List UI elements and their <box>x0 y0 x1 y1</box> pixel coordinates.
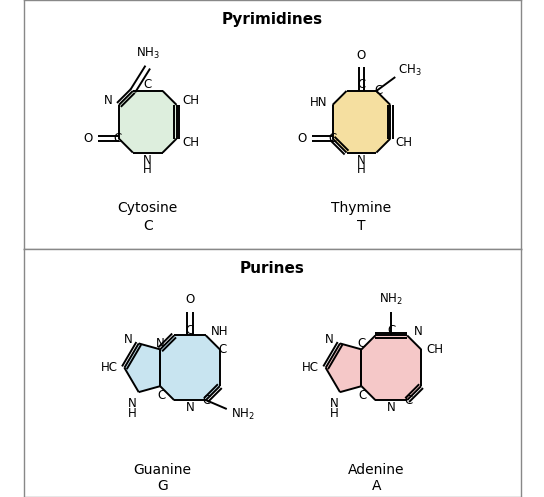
Text: C: C <box>357 79 366 91</box>
Text: N: N <box>186 401 194 414</box>
Text: H: H <box>357 164 366 176</box>
Text: C: C <box>157 389 165 402</box>
Text: HC: HC <box>101 361 118 374</box>
Text: N: N <box>325 333 333 346</box>
Text: N: N <box>330 397 338 410</box>
Text: NH$_3$: NH$_3$ <box>136 46 160 61</box>
Text: HN: HN <box>310 96 327 109</box>
Text: Cytosine: Cytosine <box>118 201 178 215</box>
Text: H: H <box>128 407 137 419</box>
Text: C: C <box>203 394 211 407</box>
Text: C: C <box>404 394 412 407</box>
Text: G: G <box>157 479 168 493</box>
Text: C: C <box>144 79 152 91</box>
Text: CH$_3$: CH$_3$ <box>398 63 422 78</box>
Text: C: C <box>357 337 366 350</box>
Text: Adenine: Adenine <box>348 463 405 477</box>
Polygon shape <box>332 91 390 153</box>
Text: N: N <box>414 325 423 338</box>
Text: NH: NH <box>211 325 228 338</box>
Text: C: C <box>218 343 226 356</box>
Text: C: C <box>114 132 122 145</box>
Text: Pyrimidines: Pyrimidines <box>221 12 323 27</box>
Text: C: C <box>329 132 337 145</box>
Text: CH: CH <box>182 94 199 107</box>
Text: O: O <box>297 132 306 145</box>
Polygon shape <box>125 343 160 392</box>
Text: C: C <box>358 389 367 402</box>
Polygon shape <box>361 335 421 400</box>
Text: N: N <box>128 397 137 410</box>
Text: CH: CH <box>182 136 199 149</box>
Text: C: C <box>186 324 194 337</box>
Text: C: C <box>375 84 383 97</box>
Text: T: T <box>357 219 366 233</box>
Text: H: H <box>330 407 338 419</box>
Text: CH: CH <box>395 136 413 149</box>
Text: Guanine: Guanine <box>134 463 191 477</box>
Text: C: C <box>143 219 153 233</box>
Text: N: N <box>387 401 395 414</box>
Text: CH: CH <box>426 343 443 356</box>
Text: H: H <box>144 164 152 176</box>
Text: Purines: Purines <box>239 261 305 276</box>
Text: A: A <box>372 479 381 493</box>
Text: NH$_2$: NH$_2$ <box>231 407 255 421</box>
Text: N: N <box>357 154 366 166</box>
Text: N: N <box>123 333 132 346</box>
Text: O: O <box>83 132 92 145</box>
Polygon shape <box>119 91 177 153</box>
Polygon shape <box>160 335 220 400</box>
Text: N: N <box>144 154 152 166</box>
Text: C: C <box>387 324 395 337</box>
Text: N: N <box>156 337 164 350</box>
Text: NH$_2$: NH$_2$ <box>379 292 403 307</box>
Text: HC: HC <box>302 361 319 374</box>
Polygon shape <box>326 343 361 392</box>
Text: Thymine: Thymine <box>331 201 392 215</box>
Text: N: N <box>103 94 113 107</box>
Text: O: O <box>357 49 366 62</box>
Text: O: O <box>186 293 195 306</box>
